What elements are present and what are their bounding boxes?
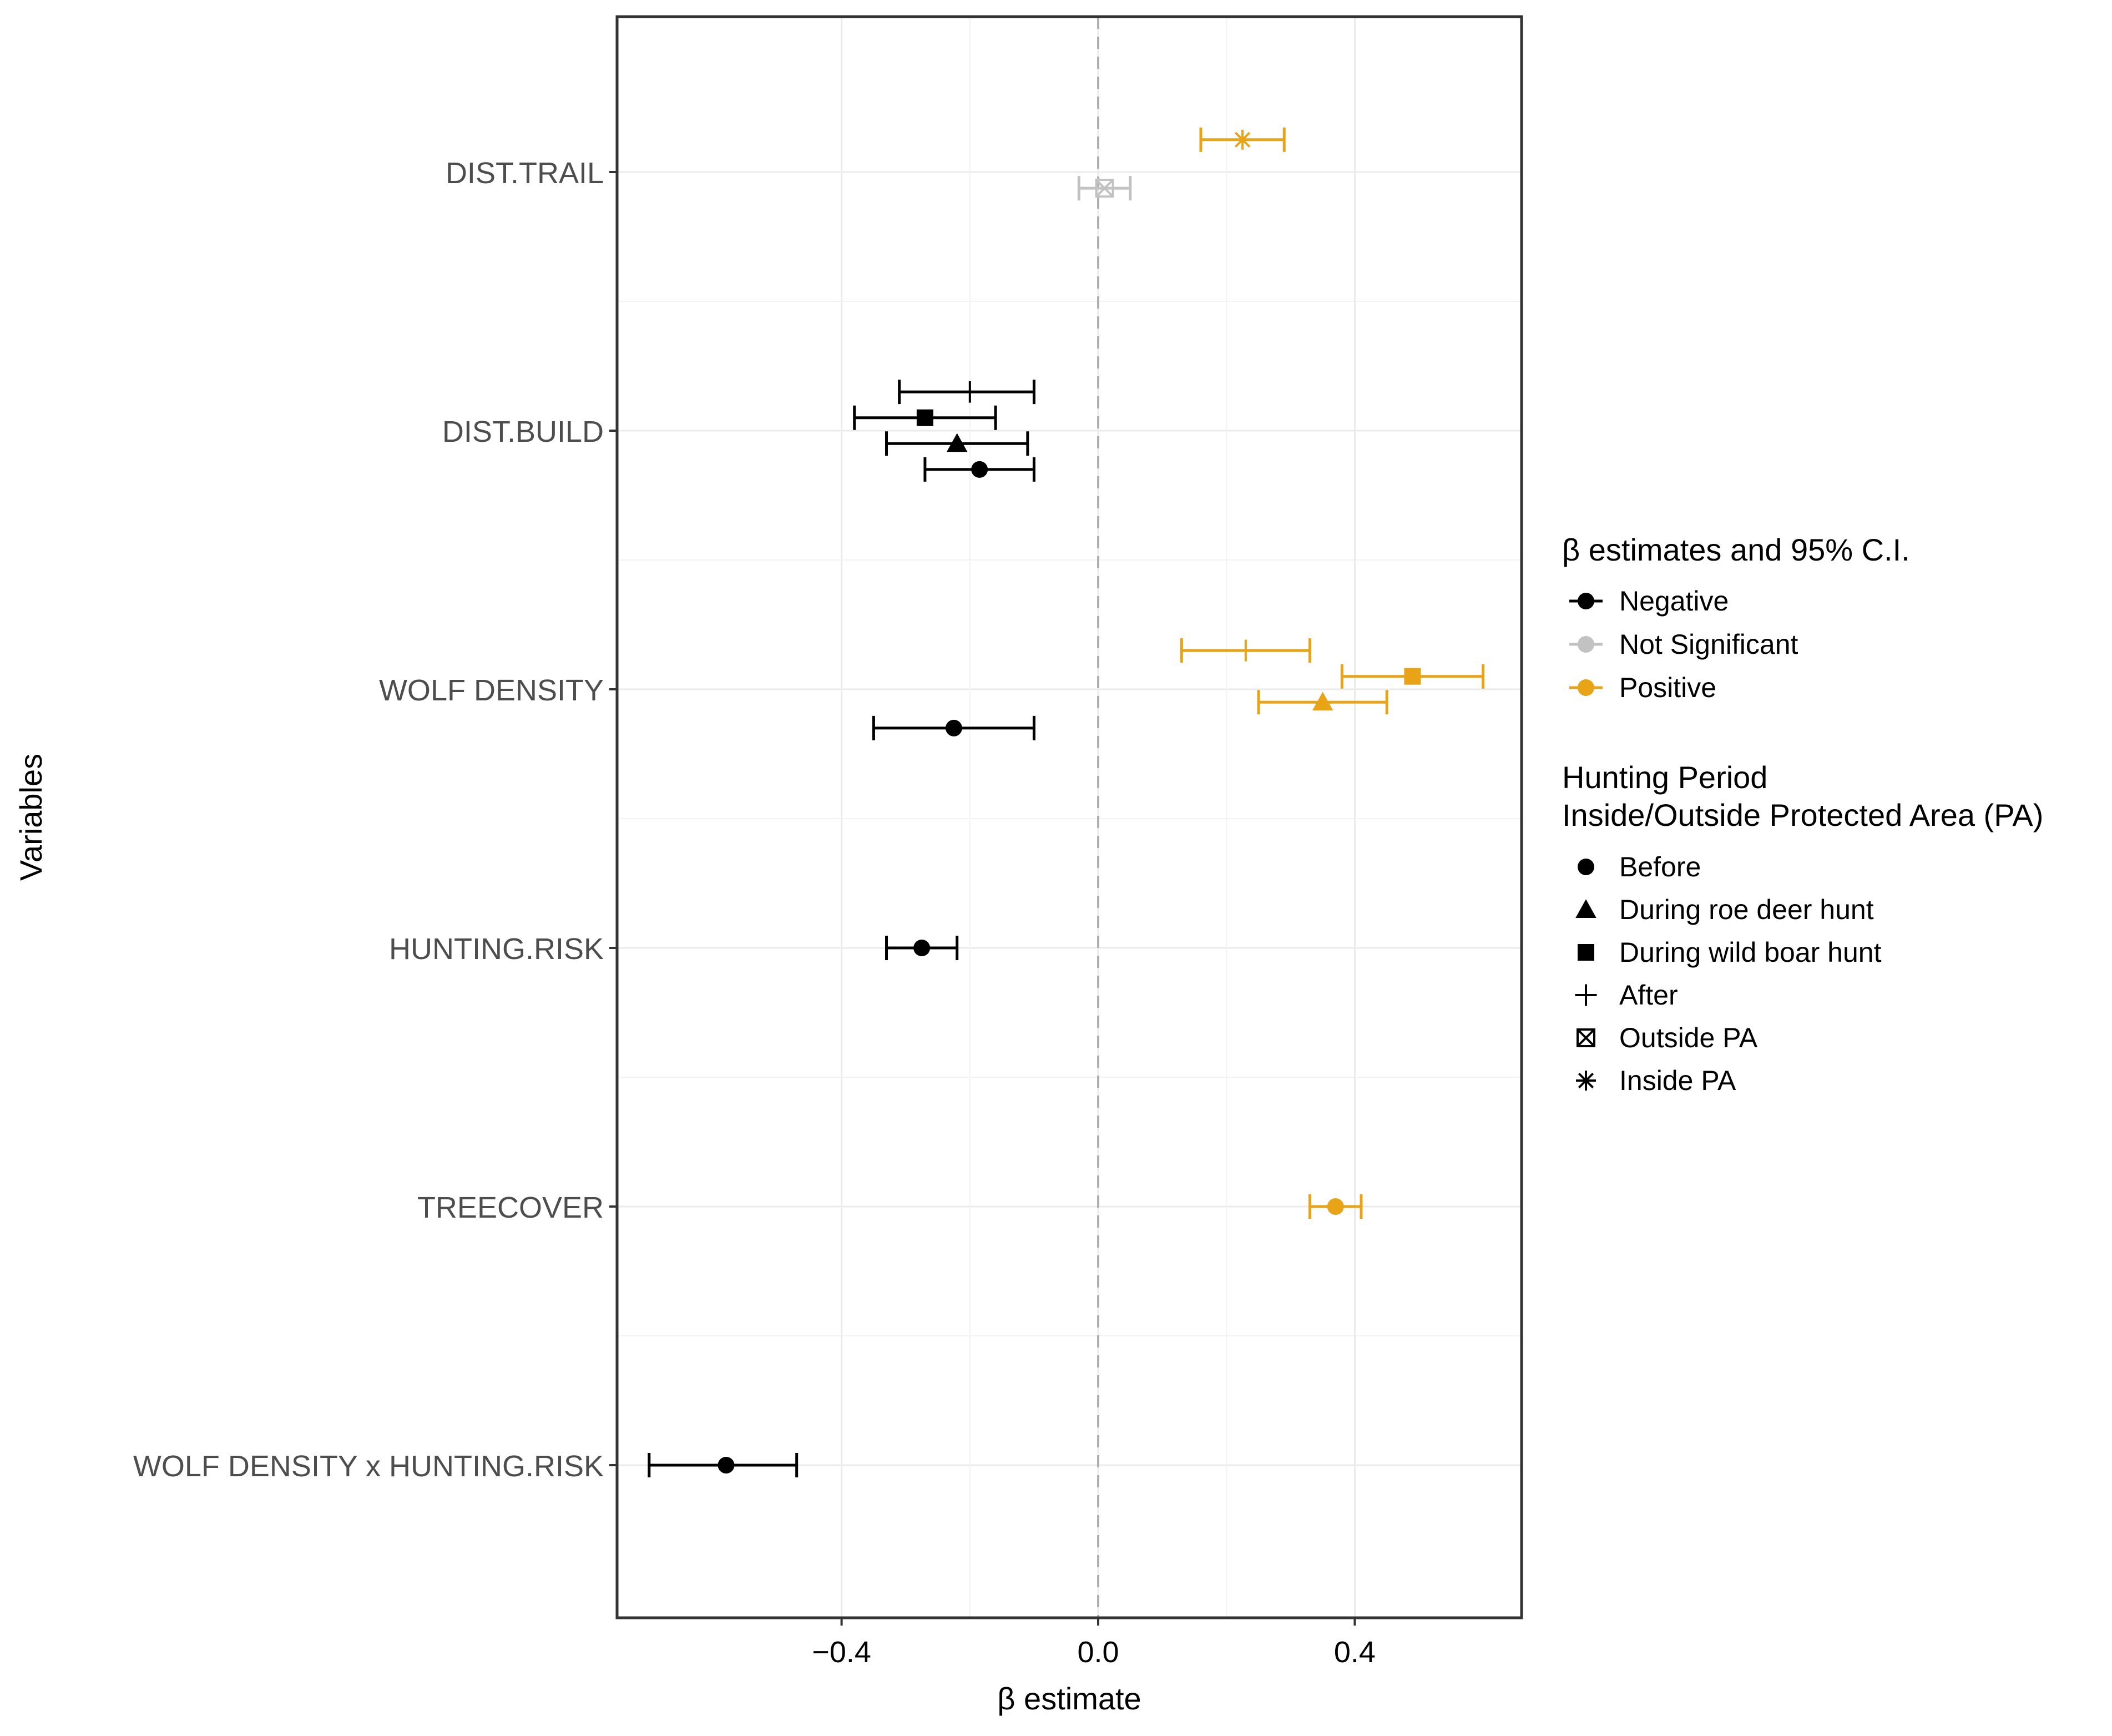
legend-key-dot — [1578, 679, 1594, 696]
legend-key-shape — [1575, 899, 1596, 918]
marker-triangle — [946, 433, 968, 452]
legend-shape-item: After — [1575, 980, 1678, 1011]
legend-key-shape — [1577, 1028, 1595, 1047]
point-marker — [718, 1457, 735, 1473]
marker-square — [1404, 668, 1421, 685]
estimate-point — [898, 380, 1035, 405]
y-axis-title: Variables — [13, 754, 48, 881]
marker-circle — [971, 461, 988, 478]
x-tick-label: 0.4 — [1334, 1636, 1376, 1669]
legend-significance-item: Positive — [1569, 672, 1716, 703]
legend-shape-item: Outside PA — [1577, 1022, 1758, 1053]
legend-significance-label: Not Significant — [1619, 629, 1798, 660]
marker-asterisk-arm — [1578, 1072, 1594, 1089]
estimate-point — [1257, 690, 1388, 715]
estimate-point — [872, 715, 1035, 740]
estimate-point — [885, 431, 1029, 456]
panel-border — [615, 15, 1523, 1619]
point-marker — [1095, 179, 1114, 198]
legend-shape-label: After — [1619, 980, 1678, 1011]
legend: β estimates and 95% C.I. Negative Not Sign… — [1562, 532, 2043, 1096]
marker-asterisk-arm — [1234, 132, 1251, 148]
x-axis-title: β estimate — [997, 1681, 1141, 1716]
marker-circle — [1327, 1198, 1344, 1215]
legend-shape-label: Outside PA — [1619, 1022, 1758, 1053]
legend-shape-label: Inside PA — [1619, 1065, 1736, 1096]
legend-shape-item: During roe deer hunt — [1575, 894, 1874, 925]
point-marker — [959, 381, 981, 403]
legend-shape-title: Hunting Period — [1562, 760, 1767, 795]
legend-shape-label: During wild boar hunt — [1619, 937, 1882, 968]
legend-shape-item: Before — [1578, 851, 1701, 882]
point-marker — [916, 409, 933, 426]
x-tick-label: −0.4 — [812, 1636, 871, 1669]
marker-x2 — [1095, 179, 1114, 198]
y-tick-label: TREECOVER — [417, 1191, 604, 1224]
y-tick-label: HUNTING.RISK — [389, 932, 604, 966]
estimate-point — [853, 405, 997, 430]
legend-significance-item: Negative — [1569, 586, 1729, 617]
marker-square — [916, 409, 933, 426]
estimate-point — [885, 936, 959, 960]
point-marker — [1235, 639, 1257, 662]
estimate-point — [1199, 127, 1286, 152]
estimate-point — [1077, 176, 1132, 201]
legend-significance-label: Negative — [1619, 586, 1729, 617]
estimate-point — [923, 457, 1035, 482]
point-marker — [1404, 668, 1421, 685]
marker-circle — [913, 940, 931, 956]
plot-marks — [648, 127, 1485, 1477]
legend-significance-item: Not Significant — [1569, 629, 1798, 660]
y-tick-label: WOLF DENSITY x HUNTING.RISK — [133, 1450, 604, 1483]
y-tick-label: WOLF DENSITY — [379, 674, 604, 707]
legend-key-shape — [1575, 984, 1597, 1006]
legend-shape-title: Inside/Outside Protected Area (PA) — [1562, 798, 2043, 832]
estimate-point — [1308, 1194, 1363, 1219]
marker-circle — [945, 719, 962, 736]
legend-key-shape — [1578, 944, 1594, 961]
estimate-point — [648, 1453, 799, 1477]
legend-shape-item: During wild boar hunt — [1578, 937, 1882, 968]
marker-circle — [1578, 859, 1594, 875]
marker-circle — [718, 1457, 735, 1473]
estimate-point — [1340, 664, 1485, 689]
legend-significance-title: β estimates and 95% C.I. — [1562, 532, 1910, 567]
marker-box — [1095, 179, 1114, 198]
legend-shape-label: During roe deer hunt — [1619, 894, 1874, 925]
point-marker — [1232, 129, 1253, 150]
point-marker — [946, 433, 968, 452]
point-marker — [913, 940, 931, 956]
y-tick-label: DIST.BUILD — [442, 415, 604, 448]
legend-key-shape — [1576, 1071, 1596, 1091]
legend-key-dot — [1578, 636, 1594, 653]
estimate-point — [1180, 638, 1312, 663]
marker-triangle — [1575, 899, 1596, 918]
marker-triangle — [1312, 692, 1333, 711]
marker-square — [1578, 944, 1594, 961]
marker-box — [1577, 1028, 1595, 1047]
legend-significance-label: Positive — [1619, 672, 1716, 703]
axes: DIST.TRAIL DIST.BUILD WOLF DENSITY HUNTING.… — [133, 157, 1376, 1669]
point-marker — [1312, 692, 1333, 711]
marker-x2 — [1577, 1028, 1595, 1047]
grid — [617, 17, 1522, 1618]
point-marker — [1327, 1198, 1344, 1215]
legend-shape-label: Before — [1619, 851, 1701, 882]
legend-key-dot — [1578, 593, 1594, 609]
y-tick-label: DIST.TRAIL — [446, 157, 604, 190]
point-marker — [945, 719, 962, 736]
x-tick-label: 0.0 — [1077, 1636, 1119, 1669]
legend-key-shape — [1578, 859, 1594, 875]
legend-shape-item: Inside PA — [1576, 1065, 1736, 1096]
point-marker — [971, 461, 988, 478]
